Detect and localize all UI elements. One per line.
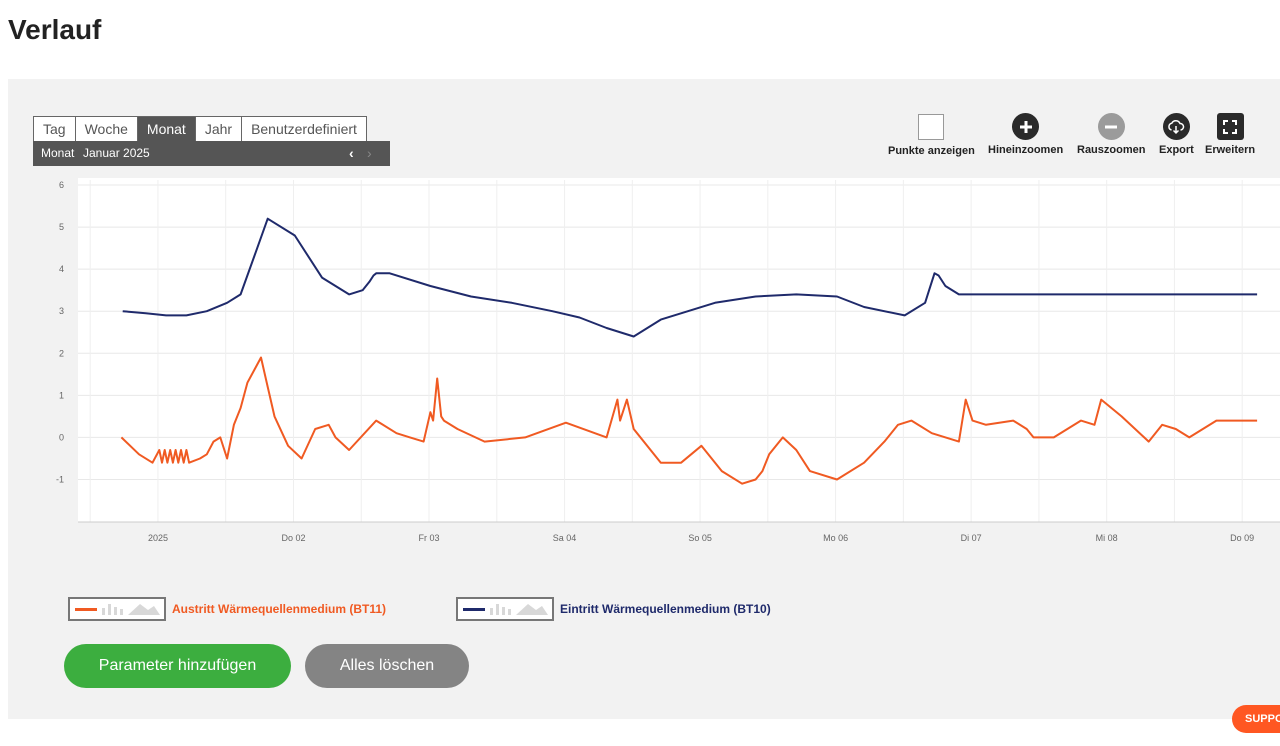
show-points-toggle[interactable]: Punkte anzeigen (888, 113, 975, 157)
export-label: Export (1159, 144, 1194, 156)
x-axis: 2025 Do 02 Fr 03 Sa 04 So 05 Mo 06 Di 07 Mi 08 D… (78, 521, 1280, 543)
fullscreen-icon (1216, 113, 1244, 140)
zoom-in-label: Hineinzoomen (988, 144, 1064, 156)
legend-swatch-bt10 (456, 597, 554, 621)
range-tabs: Tag Woche Monat Jahr Benutzerdefiniert (33, 116, 367, 142)
y-axis: 6 5 4 3 2 1 0 -1 (56, 180, 64, 485)
legend-swatch-bt11 (68, 597, 166, 621)
add-parameter-button[interactable]: Parameter hinzufügen (64, 644, 291, 688)
x-tick-label: 2025 (148, 533, 168, 543)
minus-circle-icon (1097, 113, 1125, 140)
legend-item-bt11[interactable]: Austritt Wärmequellenmedium (BT11) (68, 597, 386, 621)
tab-month[interactable]: Monat (137, 117, 196, 141)
plus-circle-icon (1012, 113, 1040, 140)
zoom-out-button[interactable]: Rauszoomen (1077, 113, 1145, 156)
legend-item-bt10[interactable]: Eintritt Wärmequellenmedium (BT10) (456, 597, 771, 621)
history-chart[interactable]: 6 5 4 3 2 1 0 -1 2025 Do 02 Fr 03 Sa 04 So 05 Mo 06 D… (20, 178, 1280, 558)
y-tick-label: 3 (59, 306, 64, 316)
y-tick-label: 0 (59, 432, 64, 442)
checkbox-icon[interactable] (918, 114, 945, 140)
x-tick-label: Mi 08 (1096, 533, 1118, 543)
period-bar: Monat Januar 2025 ‹ › (33, 141, 390, 166)
x-tick-label: Mo 06 (823, 533, 848, 543)
y-tick-label: 5 (59, 222, 64, 232)
grid (78, 180, 1280, 522)
legend-label-bt11: Austritt Wärmequellenmedium (BT11) (172, 602, 387, 616)
zoom-out-label: Rauszoomen (1077, 144, 1146, 156)
chevron-left-icon[interactable]: ‹ (349, 145, 354, 161)
support-button[interactable]: SUPPORT (1232, 705, 1280, 733)
zoom-in-button[interactable]: Hineinzoomen (988, 113, 1063, 156)
x-tick-label: Sa 04 (553, 533, 577, 543)
export-button[interactable]: Export (1159, 113, 1194, 156)
x-tick-label: Fr 03 (419, 533, 440, 543)
plot-area (78, 178, 1280, 522)
x-tick-label: Do 09 (1230, 533, 1254, 543)
legend-label-bt10: Eintritt Wärmequellenmedium (BT10) (560, 602, 771, 616)
series-lines (120, 217, 1258, 485)
cloud-download-icon (1162, 113, 1190, 140)
y-tick-label: 1 (59, 390, 64, 400)
y-tick-label: 4 (59, 264, 64, 274)
chevron-right-icon[interactable]: › (367, 145, 372, 161)
x-tick-label: Do 02 (281, 533, 305, 543)
y-tick-label: -1 (56, 475, 64, 485)
tab-custom[interactable]: Benutzerdefiniert (251, 121, 357, 137)
y-tick-label: 6 (59, 180, 64, 190)
y-tick-label: 2 (59, 348, 64, 358)
show-points-label: Punkte anzeigen (888, 145, 975, 157)
period-value: Januar 2025 (83, 146, 150, 160)
series-line-bt11 (120, 356, 1258, 485)
clear-all-button[interactable]: Alles löschen (305, 644, 469, 688)
expand-button[interactable]: Erweitern (1205, 113, 1255, 156)
x-tick-label: Di 07 (961, 533, 982, 543)
series-line-bt10 (122, 217, 1258, 338)
period-label: Monat (41, 146, 75, 160)
tab-year[interactable]: Jahr (196, 117, 243, 141)
tab-week[interactable]: Woche (76, 117, 138, 141)
x-tick-label: So 05 (688, 533, 712, 543)
page-title: Verlauf (8, 14, 102, 45)
tab-day[interactable]: Tag (34, 117, 76, 141)
expand-label: Erweitern (1205, 144, 1256, 156)
